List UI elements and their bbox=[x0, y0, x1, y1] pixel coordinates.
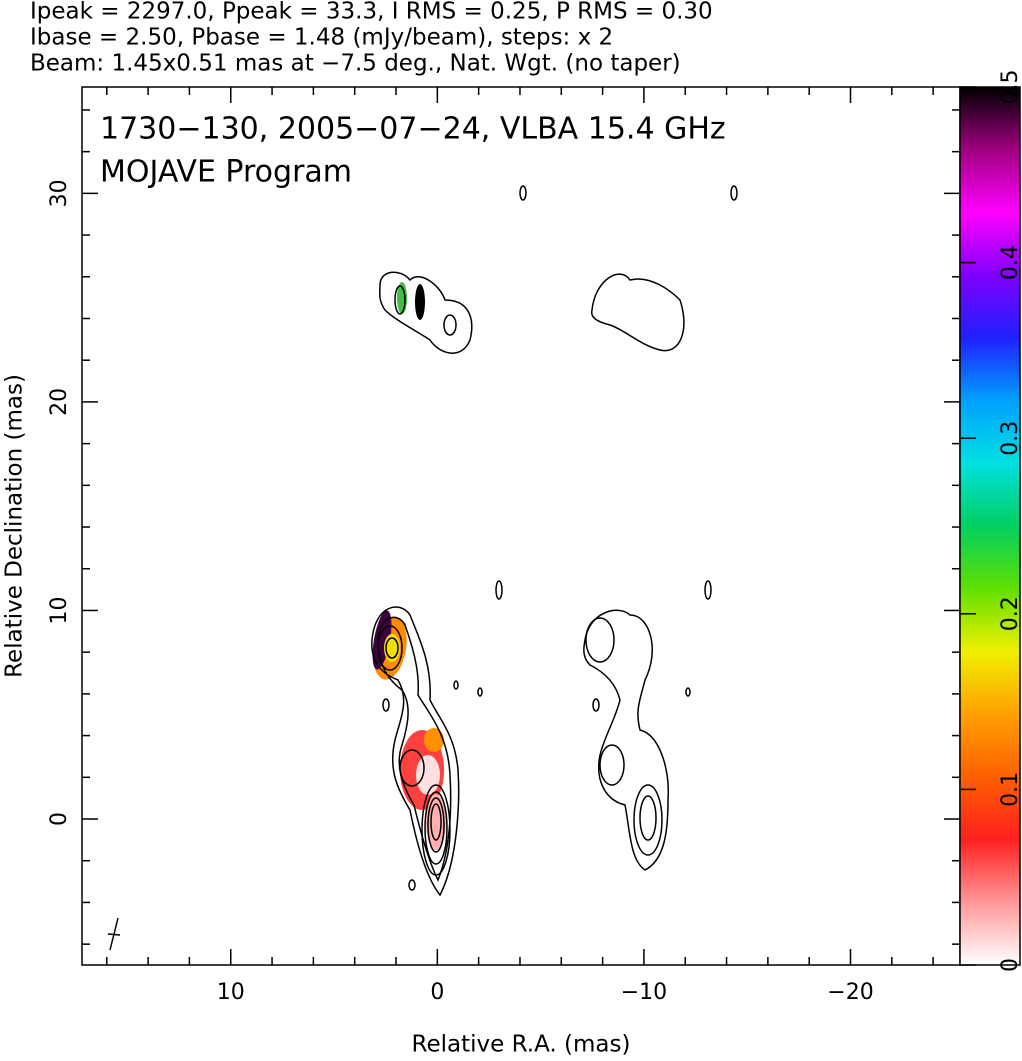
colorbar bbox=[959, 86, 1021, 966]
header-line: Beam: 1.45x0.51 mas at −7.5 deg., Nat. W… bbox=[30, 51, 681, 77]
header-line: Ibase = 2.50, Pbase = 1.48 (mJy/beam), s… bbox=[30, 25, 613, 51]
plot-frame bbox=[81, 86, 961, 966]
y-tick-label: 30 bbox=[47, 179, 72, 207]
annotation: 1730−130, 2005−07−24, VLBA 15.4 GHz bbox=[100, 112, 726, 147]
y-tick-label: 0 bbox=[47, 812, 72, 826]
annotation: MOJAVE Program bbox=[100, 155, 352, 190]
colorbar-tick-label: 0 bbox=[998, 958, 1022, 972]
colorbar-tick-label: 0.3 bbox=[998, 421, 1022, 456]
colorbar-tick-label: 0.1 bbox=[998, 772, 1022, 807]
header-line: Ipeak = 2297.0, Ppeak = 33.3, I RMS = 0.… bbox=[30, 0, 713, 25]
colorbar-tick-label: 0.5 bbox=[998, 70, 1022, 105]
y-axis-label: Relative Declination (mas) bbox=[2, 374, 28, 678]
colorbar-tick-label: 0.4 bbox=[998, 245, 1022, 280]
x-tick-label: 0 bbox=[430, 980, 444, 1005]
colorbar-tick-label: 0.2 bbox=[998, 596, 1022, 631]
x-tick-label: 10 bbox=[217, 980, 245, 1005]
x-tick-label: −20 bbox=[827, 980, 873, 1005]
y-tick-label: 10 bbox=[47, 596, 72, 624]
x-axis-label: Relative R.A. (mas) bbox=[412, 1032, 631, 1058]
x-tick-label: −10 bbox=[621, 980, 667, 1005]
map-image bbox=[107, 185, 738, 951]
y-tick-label: 20 bbox=[47, 388, 72, 416]
